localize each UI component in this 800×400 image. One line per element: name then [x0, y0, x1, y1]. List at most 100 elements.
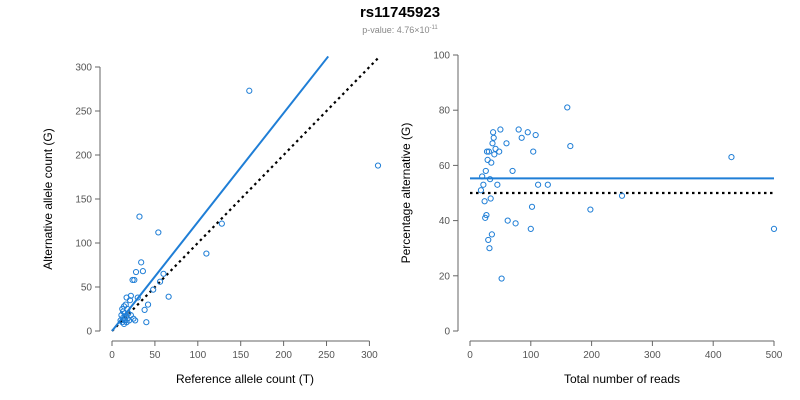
left-chart-data-point [129, 276, 136, 284]
right-chart-data-point [481, 198, 488, 205]
right-chart-data-point [567, 142, 574, 150]
left-chart-x-tick-label: 200 [275, 350, 292, 361]
left-chart-data-point [136, 213, 143, 220]
right-chart-data-point [512, 220, 519, 227]
left-chart-data-point [132, 317, 139, 324]
left-chart-data-point [155, 229, 162, 236]
left-chart-data-point [246, 87, 253, 94]
right-chart-data-point [524, 129, 531, 136]
left-chart-y-axis-title: Alternative allele count (G) [41, 128, 55, 269]
right-chart-data-point [487, 195, 494, 202]
left-chart-x-tick-label: 100 [189, 350, 206, 361]
right-chart-data-point [490, 134, 497, 141]
right-chart-x-tick-label: 200 [583, 350, 600, 361]
right-chart-data-point [497, 126, 504, 133]
right-chart-data-point [479, 173, 486, 180]
page-title: rs11745923 [359, 4, 441, 21]
right-chart-data-point [498, 275, 505, 282]
right-chart-data-point [618, 192, 626, 199]
left-chart-data-point [160, 270, 167, 277]
right-chart-data-point [532, 131, 539, 139]
left-chart-data-point [141, 306, 148, 313]
left-chart-data-point [138, 259, 145, 266]
right-chart-data-point [564, 104, 571, 111]
right-chart-y-tick-label: 20 [439, 271, 451, 282]
left-chart-data-point [132, 268, 140, 276]
right-chart-x-axis-title: Total number of reads [564, 372, 680, 386]
left-chart-data-point [374, 162, 382, 169]
right-chart-data-point [496, 148, 503, 155]
right-chart-data-point [515, 126, 522, 133]
left-chart-x-tick-label: 250 [318, 350, 335, 361]
left-chart-data-point [121, 310, 128, 317]
right-chart-data-point [488, 159, 495, 166]
right-chart-data-point [486, 245, 493, 252]
left-chart-data-point [134, 294, 141, 301]
right-chart-y-tick-label: 40 [439, 216, 451, 227]
right-chart-data-point [485, 148, 492, 155]
left-chart-data-point [124, 305, 131, 313]
left-chart-data-point [144, 301, 152, 308]
right-chart-data-point [477, 187, 485, 194]
right-chart-data-point [528, 203, 536, 210]
left-chart-x-tick-label: 150 [232, 350, 249, 361]
right-chart-data-point [587, 206, 594, 213]
right-chart-x-tick-label: 400 [705, 350, 722, 361]
right-chart-data-point [503, 140, 510, 147]
right-chart-data-point [489, 140, 496, 147]
left-chart-fit-line [111, 55, 330, 332]
left-chart-data-point [165, 293, 172, 300]
left-chart-y-tick-label: 0 [86, 327, 92, 338]
p-value-subtitle: p-value: 4.76×10-11 [0, 25, 800, 35]
left-chart-x-tick-label: 50 [149, 350, 161, 361]
right-chart-data-point [485, 236, 492, 244]
right-chart-data-point [527, 225, 534, 232]
right-chart-data-point [483, 148, 491, 155]
right-chart-data-point [494, 181, 501, 188]
right-chart-x-tick-label: 100 [522, 350, 539, 361]
right-chart-x-tick-label: 300 [644, 350, 661, 361]
left-chart-data-point [218, 220, 225, 227]
right-chart-data-point [509, 167, 516, 175]
right-chart-data-point [728, 154, 735, 161]
right-chart-x-tick-label: 0 [467, 350, 473, 361]
right-chart-data-point [534, 181, 542, 188]
left-chart-y-tick-label: 250 [75, 107, 92, 118]
left-chart-x-tick-label: 0 [109, 350, 115, 361]
right-chart-data-point [482, 167, 489, 175]
left-chart-data-point [127, 292, 134, 299]
left-chart-data-point [203, 250, 210, 257]
right-chart-y-tick-label: 100 [433, 51, 450, 62]
left-chart-y-tick-label: 200 [75, 151, 92, 162]
right-chart-data-point [484, 156, 491, 163]
right-chart-data-point [544, 181, 551, 188]
left-chart-x-axis-title: Reference allele count (T) [176, 372, 314, 386]
right-chart-data-point [770, 225, 778, 232]
right-chart-y-tick-label: 60 [439, 161, 451, 172]
right-chart-data-point [504, 217, 511, 224]
right-chart-y-axis-title: Percentage alternative (G) [399, 123, 413, 264]
right-chart-data-point [480, 181, 487, 188]
left-chart-data-point [139, 268, 146, 275]
left-chart-y-tick-label: 150 [75, 195, 92, 206]
left-chart-data-point [126, 297, 134, 304]
left-chart-y-tick-label: 100 [75, 239, 92, 250]
right-chart-data-point [486, 176, 494, 183]
left-chart-data-point [143, 319, 150, 326]
right-chart-y-tick-label: 0 [444, 327, 450, 338]
left-chart-y-tick-label: 300 [75, 63, 92, 74]
left-chart-y-tick-label: 50 [81, 283, 93, 294]
right-chart-data-point [483, 211, 490, 219]
right-chart-data-point [488, 231, 495, 238]
right-chart-data-point [491, 151, 498, 158]
p-value-exponent: -11 [429, 25, 438, 31]
right-chart-data-point [492, 145, 499, 152]
right-chart-data-point [530, 148, 537, 155]
right-chart-data-point [490, 129, 497, 136]
p-value-text: p-value: 4.76×10 [362, 25, 430, 35]
left-chart-data-point [131, 276, 138, 284]
left-chart-data-point [156, 278, 164, 285]
right-chart-y-tick-label: 80 [439, 106, 451, 117]
